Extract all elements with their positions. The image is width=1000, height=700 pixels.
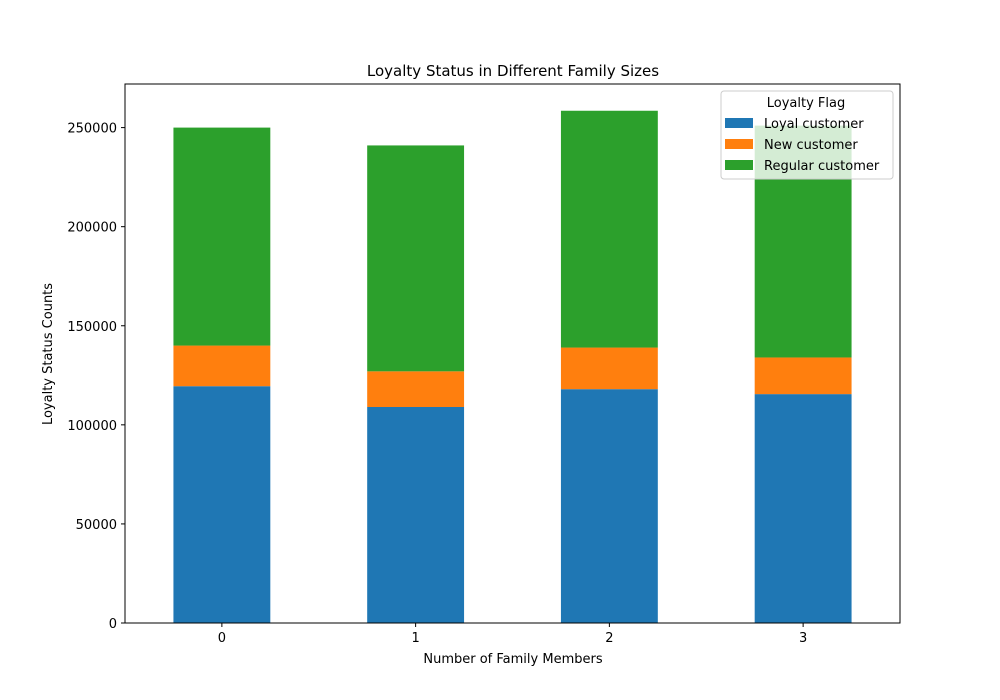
legend-label: Regular customer bbox=[764, 159, 880, 174]
bar-loyal-customer-0 bbox=[173, 386, 271, 623]
plot-frame bbox=[124, 83, 901, 624]
bar-loyal-customer-1 bbox=[367, 407, 465, 623]
x-tick-label: 1 bbox=[411, 631, 419, 646]
legend-box bbox=[720, 90, 894, 180]
y-tick-label: 50000 bbox=[76, 518, 117, 533]
legend-items: Loyal customer New customer Regular custom… bbox=[725, 117, 880, 174]
legend: Loyalty Flag Loyal customer New customer R… bbox=[720, 90, 894, 180]
bars-group bbox=[173, 110, 852, 623]
bar-loyal-customer-3 bbox=[754, 394, 852, 623]
legend-label: New customer bbox=[764, 138, 858, 153]
bar-loyal-customer-2 bbox=[560, 389, 658, 623]
legend-label: Loyal customer bbox=[764, 117, 864, 132]
y-tick-label: 100000 bbox=[67, 419, 117, 434]
x-tick-label: 0 bbox=[218, 631, 226, 646]
bar-new-customer-0 bbox=[173, 345, 271, 387]
y-tick-label: 200000 bbox=[67, 221, 117, 236]
legend-swatch bbox=[725, 118, 753, 128]
bar-regular-customer-1 bbox=[367, 145, 465, 372]
bar-new-customer-2 bbox=[560, 347, 658, 390]
bar-regular-customer-2 bbox=[560, 110, 658, 348]
legend-swatch bbox=[725, 160, 753, 170]
y-axis-label: Loyalty Status Counts bbox=[41, 283, 56, 425]
bar-regular-customer-0 bbox=[173, 127, 271, 346]
x-axis-label: Number of Family Members bbox=[423, 652, 602, 667]
y-tick-label: 250000 bbox=[67, 122, 117, 137]
y-tick-label: 150000 bbox=[67, 320, 117, 335]
legend-swatch bbox=[725, 139, 753, 149]
y-axis-ticks: 0 50000 100000 150000 200000 250000 bbox=[67, 122, 125, 632]
bar-new-customer-3 bbox=[754, 357, 852, 395]
x-tick-label: 2 bbox=[605, 631, 613, 646]
x-axis-ticks: 0 1 2 3 bbox=[218, 623, 807, 646]
y-tick-label: 0 bbox=[109, 617, 117, 632]
x-tick-label: 3 bbox=[799, 631, 807, 646]
legend-title: Loyalty Flag bbox=[767, 96, 845, 111]
bar-new-customer-1 bbox=[367, 371, 465, 408]
chart-title: Loyalty Status in Different Family Sizes bbox=[367, 62, 659, 80]
